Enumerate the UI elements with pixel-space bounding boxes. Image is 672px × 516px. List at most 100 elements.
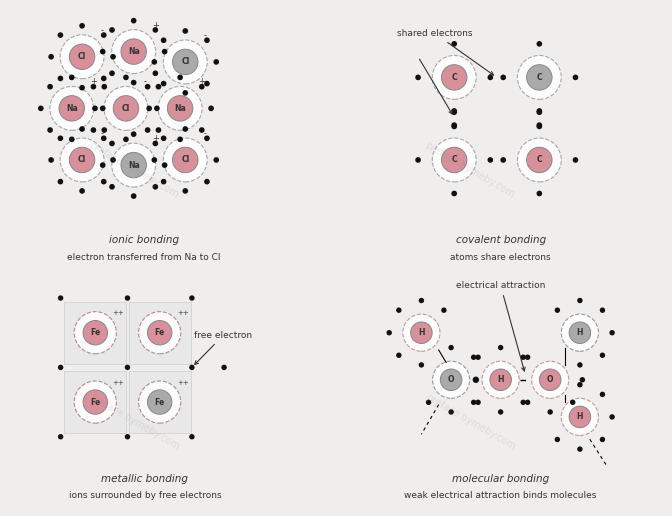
Circle shape [536, 109, 542, 115]
Circle shape [144, 127, 151, 133]
Circle shape [110, 54, 116, 60]
Circle shape [173, 49, 198, 75]
Circle shape [199, 127, 205, 133]
Circle shape [452, 190, 457, 197]
Circle shape [182, 188, 188, 194]
Circle shape [163, 138, 207, 182]
Circle shape [517, 56, 561, 100]
Circle shape [58, 179, 63, 185]
Circle shape [144, 84, 151, 90]
Circle shape [498, 409, 503, 415]
Circle shape [177, 136, 183, 142]
Circle shape [189, 295, 195, 301]
Circle shape [536, 190, 542, 197]
Text: Cl: Cl [78, 52, 86, 61]
Circle shape [527, 147, 552, 173]
Circle shape [60, 35, 104, 79]
Circle shape [151, 59, 157, 65]
Circle shape [415, 157, 421, 163]
Text: Cl: Cl [181, 155, 190, 165]
Circle shape [147, 320, 172, 345]
Text: molecular bonding: molecular bonding [452, 474, 549, 484]
Circle shape [472, 377, 479, 383]
Text: Cl: Cl [122, 104, 130, 113]
Circle shape [204, 80, 210, 86]
Text: ++: ++ [177, 380, 189, 386]
Circle shape [182, 90, 188, 96]
Text: H: H [577, 412, 583, 422]
Text: Cl: Cl [181, 57, 190, 67]
Circle shape [482, 361, 519, 398]
Circle shape [83, 390, 108, 414]
Text: preface.bymeby.com: preface.bymeby.com [425, 392, 517, 452]
Circle shape [610, 414, 615, 420]
Text: ++: ++ [113, 380, 124, 386]
Text: +: + [152, 134, 159, 143]
Circle shape [520, 354, 526, 360]
Text: C: C [452, 155, 457, 165]
Circle shape [426, 399, 431, 405]
Circle shape [162, 162, 167, 168]
Circle shape [161, 38, 167, 43]
Circle shape [58, 32, 63, 38]
Text: ++: ++ [177, 311, 189, 316]
Circle shape [396, 308, 402, 313]
Circle shape [536, 122, 542, 128]
Text: ionic bonding: ionic bonding [109, 235, 179, 245]
Circle shape [109, 70, 115, 76]
Text: ions surrounded by free electrons: ions surrounded by free electrons [69, 491, 221, 500]
Text: C: C [536, 155, 542, 165]
Circle shape [153, 70, 158, 76]
Circle shape [101, 75, 107, 82]
Circle shape [386, 330, 392, 335]
Circle shape [501, 157, 506, 163]
Circle shape [69, 44, 95, 70]
Circle shape [554, 308, 560, 313]
Circle shape [580, 377, 585, 382]
Circle shape [50, 86, 93, 131]
Circle shape [161, 135, 167, 141]
Circle shape [153, 184, 158, 190]
Circle shape [58, 135, 63, 141]
Circle shape [123, 136, 129, 142]
Circle shape [58, 434, 63, 440]
Circle shape [101, 32, 107, 38]
Circle shape [419, 298, 424, 303]
Circle shape [204, 135, 210, 141]
FancyBboxPatch shape [129, 302, 191, 364]
Circle shape [153, 27, 158, 33]
Circle shape [131, 132, 136, 137]
Circle shape [599, 352, 605, 358]
Circle shape [548, 409, 553, 415]
Text: C: C [536, 73, 542, 82]
Circle shape [411, 322, 432, 344]
Circle shape [69, 147, 95, 173]
Circle shape [101, 179, 107, 185]
Text: Fe: Fe [155, 397, 165, 407]
Text: preface.bymeby.com: preface.bymeby.com [423, 140, 516, 200]
Text: -: - [100, 129, 103, 138]
Circle shape [112, 29, 156, 74]
Circle shape [38, 105, 44, 111]
Text: free electron: free electron [194, 331, 253, 364]
Text: +: + [198, 77, 205, 87]
Circle shape [173, 147, 198, 173]
Text: +: + [90, 77, 97, 87]
Text: H: H [497, 375, 504, 384]
FancyBboxPatch shape [129, 371, 191, 433]
Text: O: O [547, 375, 554, 384]
Circle shape [569, 406, 591, 428]
Circle shape [475, 354, 481, 360]
Circle shape [189, 434, 195, 440]
Circle shape [487, 75, 493, 80]
Circle shape [599, 308, 605, 313]
Circle shape [442, 308, 447, 313]
Circle shape [163, 40, 207, 84]
Circle shape [396, 352, 402, 358]
Circle shape [100, 105, 106, 111]
Circle shape [214, 157, 219, 163]
Circle shape [448, 345, 454, 350]
Circle shape [471, 399, 476, 405]
FancyBboxPatch shape [65, 302, 126, 364]
Text: electrical attraction: electrical attraction [456, 281, 545, 371]
